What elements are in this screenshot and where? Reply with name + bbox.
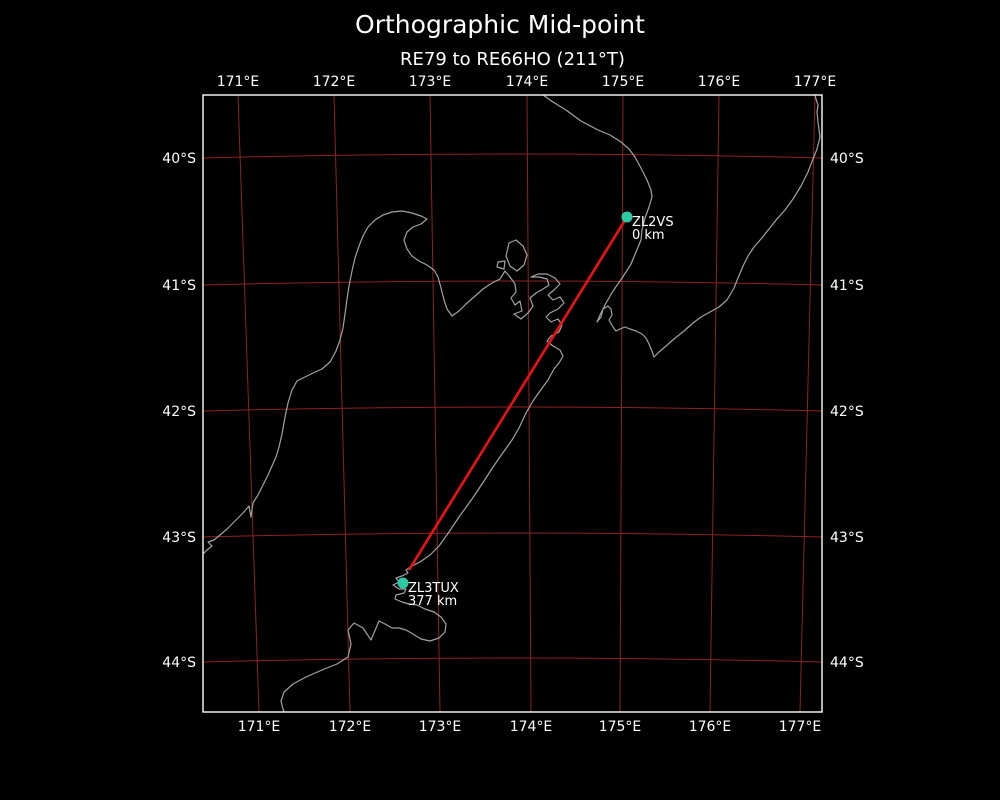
tick-top-172e: 172°E [313,74,356,90]
tick-top-176e: 176°E [698,74,741,90]
tick-left-44s: 44°S [162,655,196,671]
parallel-44s [203,657,822,663]
station-callsign-label: ZL3TUX [408,581,459,596]
coastline-segment-1 [203,210,565,712]
tick-left-41s: 41°S [162,278,196,294]
tick-left-42s: 42°S [162,404,196,420]
tick-left-40s: 40°S [162,151,196,167]
great-circle-path [407,216,629,571]
station-marker-zl3tux [397,577,409,589]
tick-bottom-175e: 175°E [599,719,642,735]
meridian-177e [799,95,816,712]
parallel-42s [203,406,822,412]
tick-top-177e: 177°E [794,74,837,90]
tick-labels: 171°E 171°E 172°E 172°E 173°E 173°E 174°E 174°E… [162,74,864,735]
parallel-43s [203,532,822,538]
coastline-segment-2 [505,239,528,272]
meridian-176e [709,95,720,712]
meridian-172e [333,95,351,712]
map-frame [202,94,823,713]
tick-bottom-177e: 177°E [779,719,822,735]
tick-top-174e: 174°E [506,74,549,90]
station-distance-label: 377 km [408,594,457,609]
tick-top-171e: 171°E [217,74,260,90]
tick-right-43s: 43°S [830,530,864,546]
tick-bottom-173e: 173°E [419,719,462,735]
coastline-segment-3 [496,260,506,270]
tick-left-43s: 43°S [162,530,196,546]
axes-title: RE79 to RE66HO (211°T) [400,49,625,70]
tick-right-42s: 42°S [830,404,864,420]
tick-bottom-171e: 171°E [238,719,281,735]
station-distance-label: 0 km [632,228,665,243]
tick-right-40s: 40°S [830,151,864,167]
coastline-segment-0 [542,95,821,358]
tick-right-44s: 44°S [830,655,864,671]
parallel-40s [203,153,822,159]
station-marker-zl2vs [621,211,633,223]
meridian-173e [429,95,441,712]
parallel-41s [203,280,822,286]
station-callsign-label: ZL2VS [632,215,674,230]
figure-title: Orthographic Mid-point [355,10,645,39]
tick-bottom-172e: 172°E [329,719,372,735]
meridian-171e [237,95,260,712]
coastlines [203,95,821,712]
tick-top-175e: 175°E [602,74,645,90]
meridian-174e [526,95,532,712]
tick-right-41s: 41°S [830,278,864,294]
meridian-175e [619,95,624,712]
tick-bottom-176e: 176°E [689,719,732,735]
tick-bottom-174e: 174°E [510,719,553,735]
tick-top-173e: 173°E [409,74,452,90]
